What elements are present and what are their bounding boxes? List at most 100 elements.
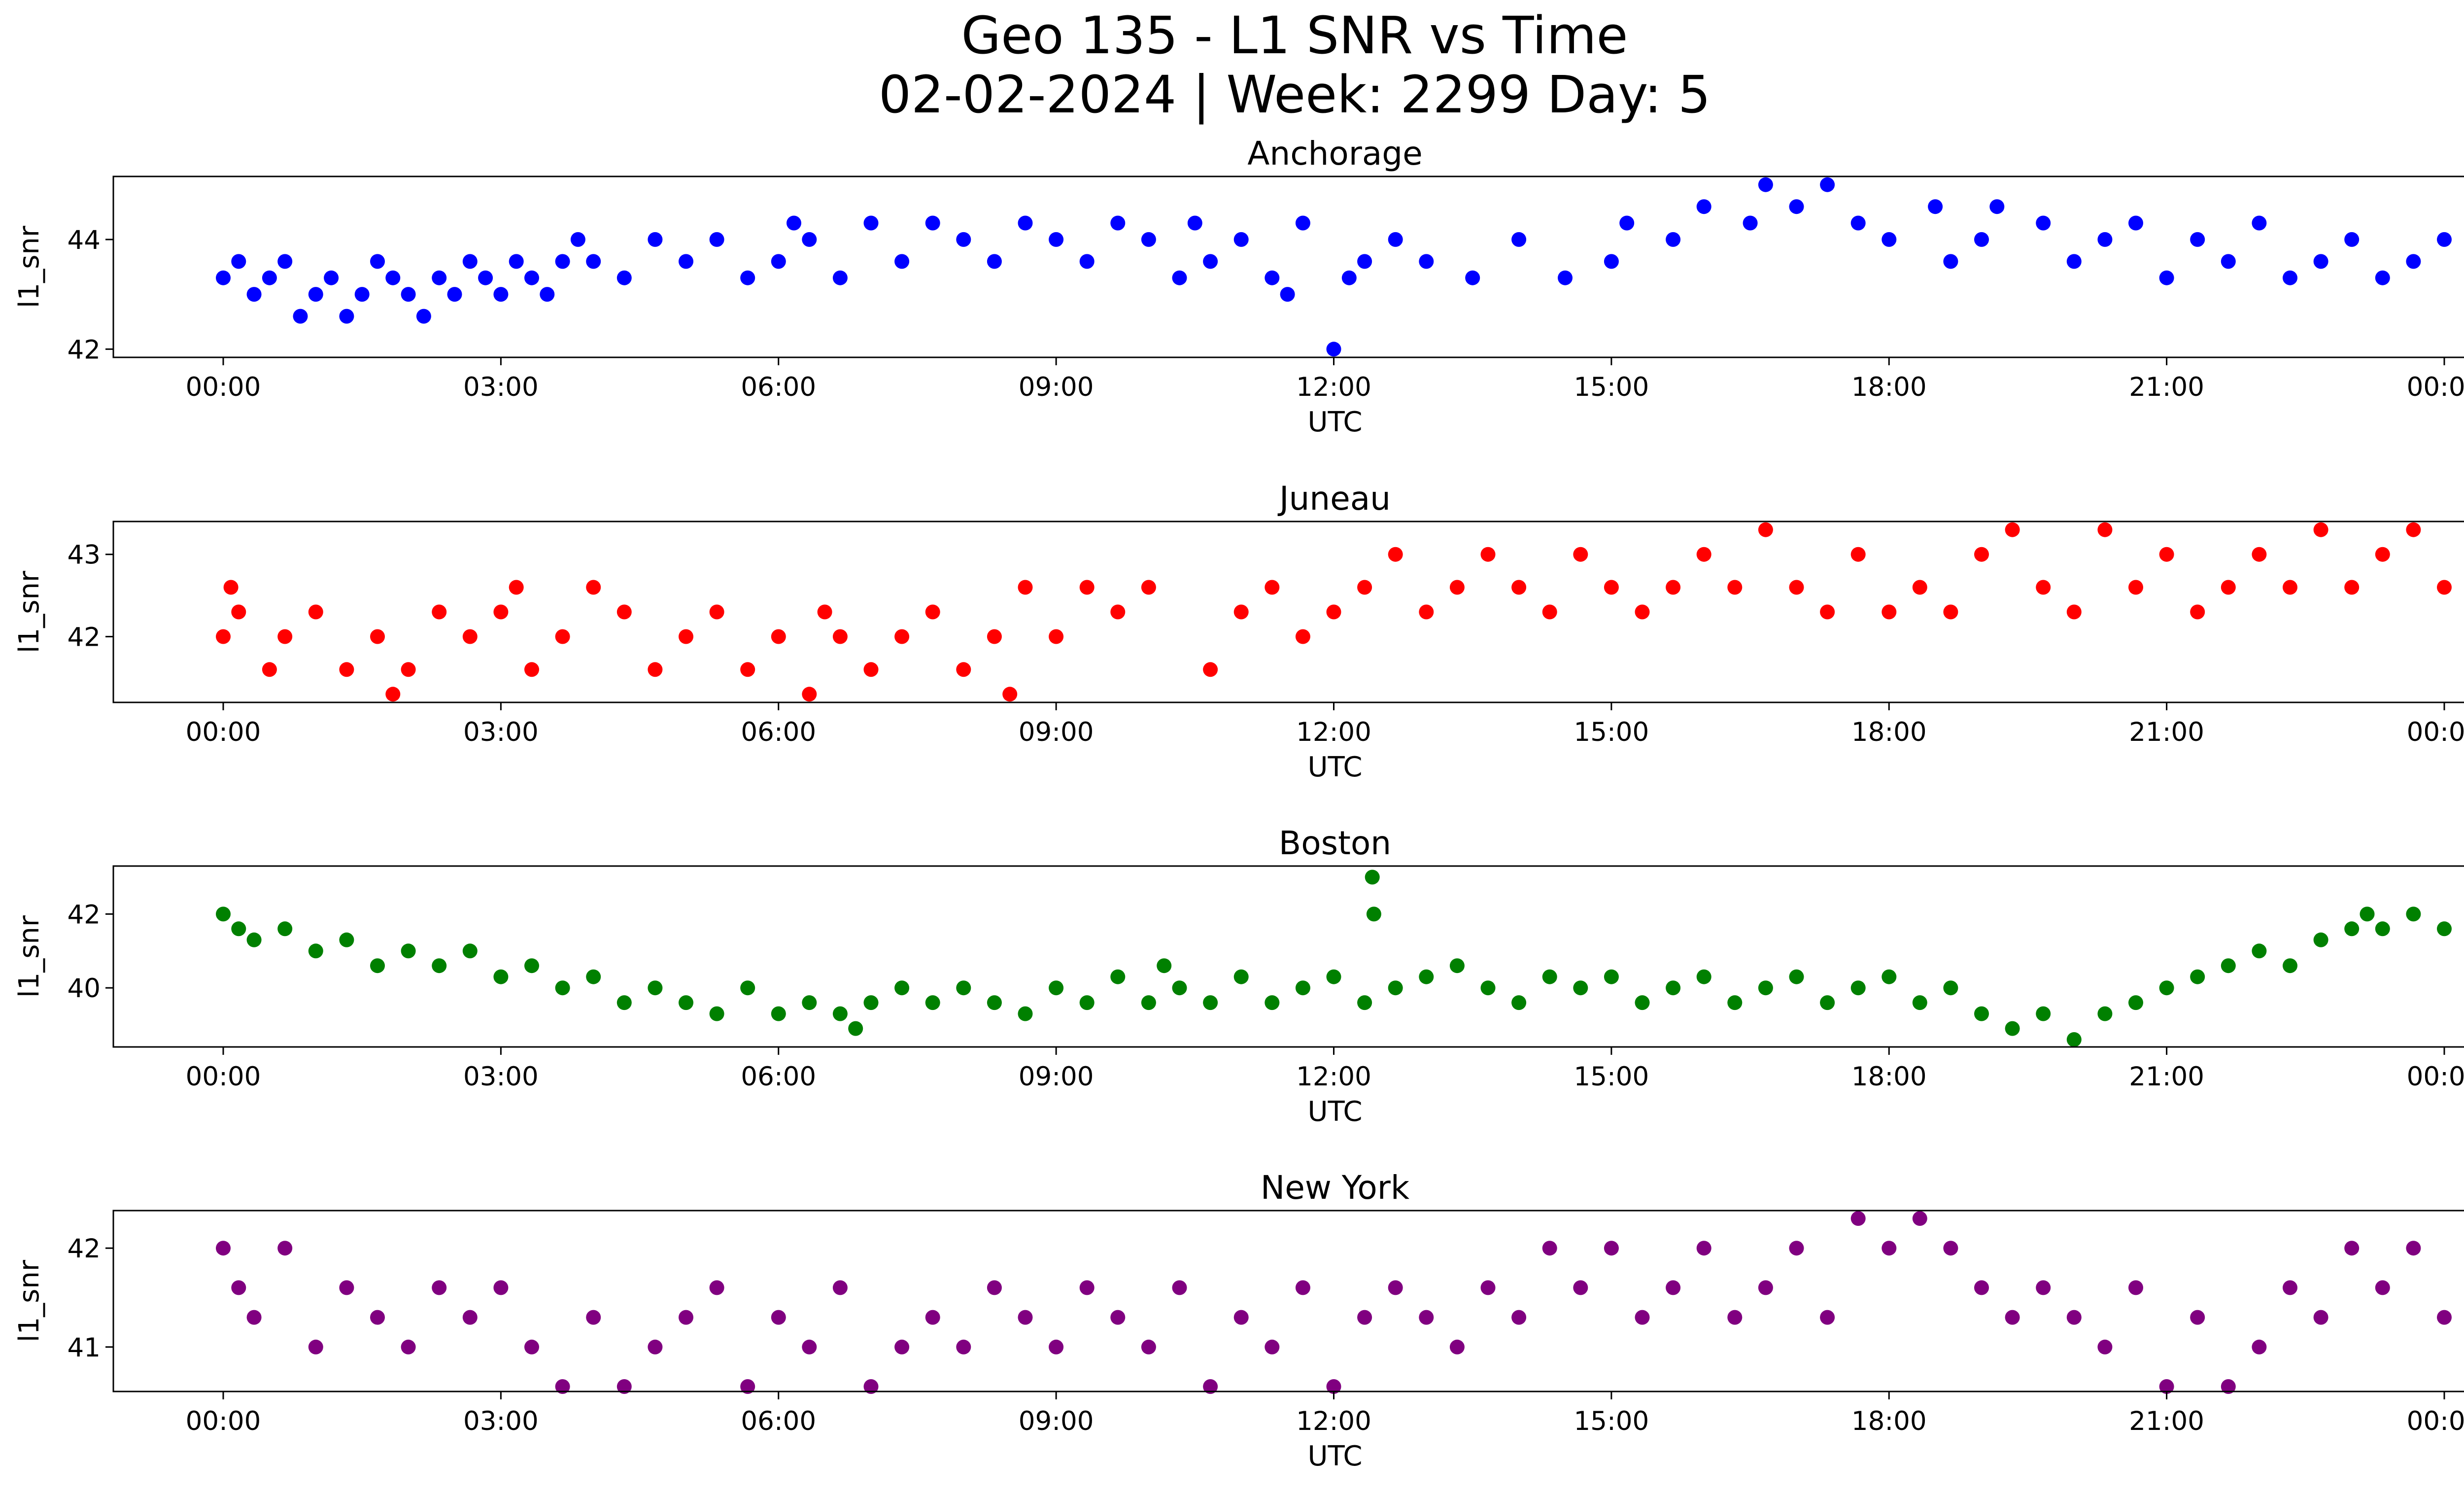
x-tick-label: 18:00: [1851, 1406, 1927, 1436]
data-point: [2128, 580, 2143, 595]
y-tick-label: 41: [68, 1333, 101, 1363]
data-point: [1357, 1310, 1372, 1325]
data-point: [1511, 232, 1527, 247]
x-tick-label: 06:00: [741, 1406, 816, 1436]
data-point: [1789, 969, 1804, 984]
data-points: [216, 522, 2452, 702]
data-point: [2159, 270, 2174, 285]
x-tick-label: 00:00: [186, 1062, 261, 1092]
data-point: [1850, 980, 1866, 996]
data-point: [832, 629, 848, 644]
data-point: [2283, 580, 2297, 595]
data-point: [1388, 547, 1403, 562]
data-point: [1203, 995, 1218, 1010]
data-point: [894, 980, 910, 996]
data-point: [987, 254, 1002, 269]
data-point: [1018, 580, 1033, 595]
data-point: [2344, 921, 2360, 937]
data-point: [2375, 547, 2390, 562]
data-point: [679, 995, 693, 1010]
data-point: [339, 309, 354, 324]
data-point: [2221, 1379, 2236, 1394]
data-point: [1758, 980, 1773, 996]
data-point: [401, 1339, 416, 1355]
data-point: [848, 1021, 863, 1036]
data-point: [231, 1280, 246, 1295]
x-tick-label: 00:00: [2407, 1406, 2464, 1436]
data-point: [1079, 254, 1095, 269]
data-point: [2437, 921, 2452, 937]
data-point: [817, 604, 832, 620]
data-point: [1696, 1241, 1711, 1256]
data-point: [1635, 1310, 1650, 1325]
data-point: [2437, 232, 2452, 247]
y-tick-label: 43: [68, 540, 101, 570]
data-point: [1280, 287, 1295, 302]
data-point: [1542, 604, 1557, 620]
data-point: [262, 662, 277, 677]
data-point: [416, 309, 431, 324]
data-point: [1974, 547, 1989, 562]
data-point: [956, 1339, 971, 1355]
data-point: [1357, 254, 1372, 269]
data-point: [2252, 547, 2267, 562]
data-point: [1820, 177, 1835, 192]
y-tick-label: 44: [68, 225, 101, 255]
data-point: [1604, 580, 1619, 595]
data-point: [524, 662, 539, 677]
data-point: [648, 232, 663, 247]
panel-title: Boston: [1279, 824, 1391, 862]
data-point: [2252, 215, 2267, 231]
data-point: [1666, 980, 1681, 996]
data-point: [277, 1241, 293, 1256]
data-point: [1666, 1280, 1681, 1295]
data-point: [1666, 580, 1681, 595]
data-point: [462, 1310, 478, 1325]
data-point: [401, 287, 416, 302]
x-tick-label: 21:00: [2129, 372, 2204, 402]
data-point: [2375, 270, 2390, 285]
data-point: [262, 270, 277, 285]
data-point: [1326, 969, 1341, 984]
data-point: [709, 232, 724, 247]
data-point: [1989, 199, 2005, 214]
data-point: [1558, 270, 1573, 285]
data-point: [787, 215, 801, 231]
data-point: [1928, 199, 1943, 214]
data-point: [2344, 232, 2360, 247]
data-point: [1480, 1280, 1496, 1295]
data-point: [1820, 1310, 1835, 1325]
y-axis-label: l1_snr: [13, 915, 45, 998]
data-point: [1449, 958, 1465, 973]
data-point: [432, 958, 447, 973]
data-point: [832, 270, 848, 285]
data-point: [1820, 604, 1835, 620]
y-axis-label: l1_snr: [13, 570, 45, 653]
data-point: [493, 1280, 509, 1295]
x-axis-label: UTC: [1307, 751, 1362, 783]
data-point: [1573, 547, 1588, 562]
data-point: [1018, 1310, 1033, 1325]
data-point: [339, 932, 354, 947]
data-point: [709, 1280, 724, 1295]
data-point: [1480, 547, 1496, 562]
data-point: [509, 254, 524, 269]
data-point: [1341, 270, 1357, 285]
data-point: [555, 1379, 570, 1394]
data-point: [2313, 932, 2328, 947]
data-point: [987, 1280, 1002, 1295]
data-point: [2283, 270, 2297, 285]
data-point: [1727, 995, 1743, 1010]
data-point: [586, 580, 601, 595]
data-point: [2313, 522, 2328, 537]
data-point: [1912, 1211, 1927, 1226]
data-point: [2252, 1339, 2267, 1355]
data-point: [925, 215, 940, 231]
data-point: [432, 1280, 447, 1295]
data-point: [1696, 547, 1711, 562]
data-point: [1265, 270, 1280, 285]
data-point: [2437, 580, 2452, 595]
data-point: [2097, 232, 2113, 247]
data-point: [2344, 580, 2360, 595]
